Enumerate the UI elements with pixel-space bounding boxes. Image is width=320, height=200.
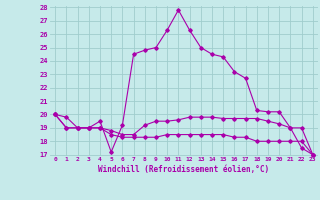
X-axis label: Windchill (Refroidissement éolien,°C): Windchill (Refroidissement éolien,°C) [99, 165, 269, 174]
